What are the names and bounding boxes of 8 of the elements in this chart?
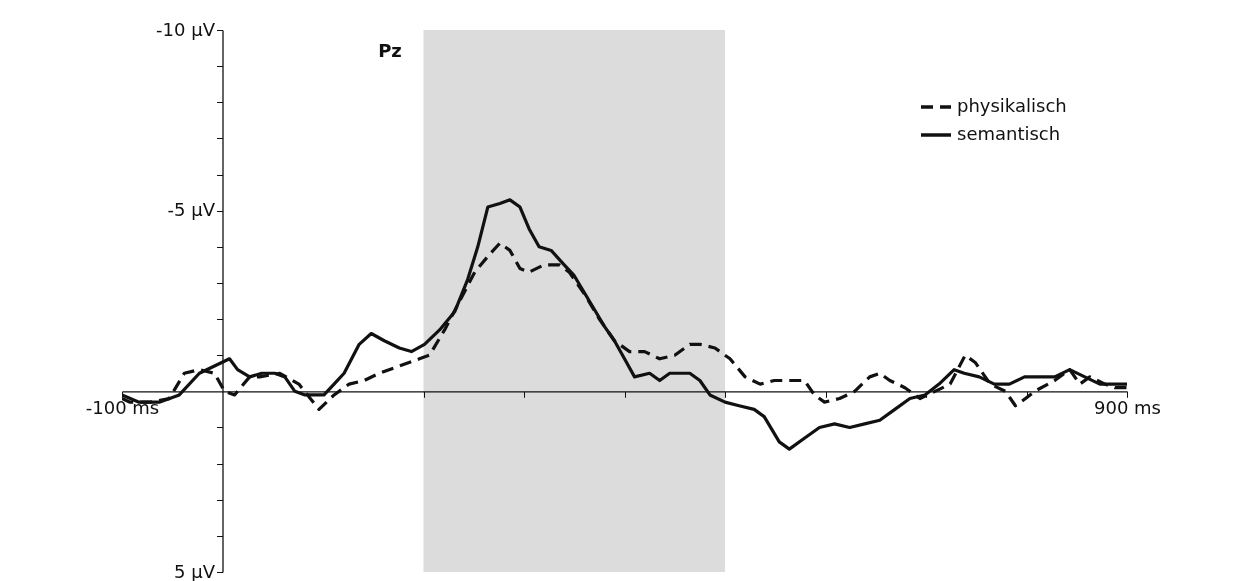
y-tick-label: -5 µV xyxy=(167,199,216,221)
x-tick-label: 900 ms xyxy=(1094,396,1161,418)
y-tick-label: -10 µV xyxy=(156,18,216,40)
y-tick-label: 5 µV xyxy=(174,560,216,581)
legend-label: physikalisch xyxy=(957,95,1067,116)
annotation: Pz xyxy=(378,40,402,61)
legend-label: semantisch xyxy=(957,123,1061,144)
x-tick-label: -100 ms xyxy=(85,396,160,418)
